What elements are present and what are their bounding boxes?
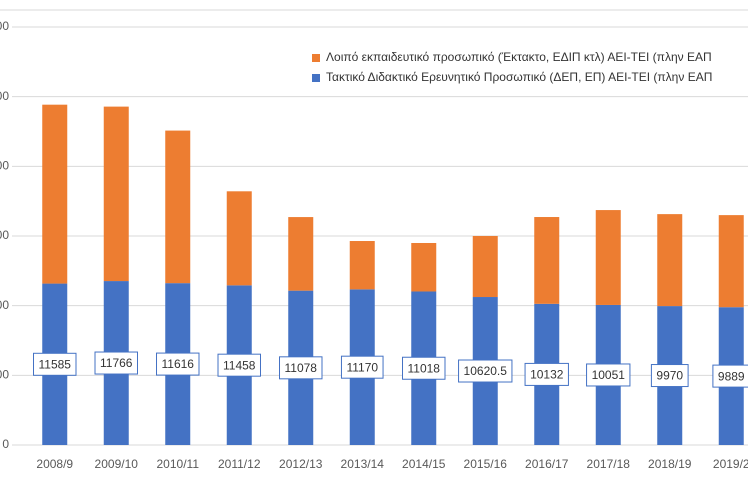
- bar-segment: [288, 217, 314, 291]
- x-tick-label: 2008/9: [36, 457, 73, 471]
- x-tick-label: 2019/2: [713, 457, 748, 471]
- value-label: 9889: [718, 369, 745, 383]
- x-tick-label: 2018/19: [648, 457, 692, 471]
- x-tick-label: 2014/15: [402, 457, 446, 471]
- value-label-box: [650, 364, 689, 388]
- value-label: 11585: [39, 357, 72, 371]
- bar-segment: [103, 106, 129, 282]
- bar-segment: [349, 241, 375, 290]
- y-tick-label: 000: [0, 368, 9, 382]
- x-tick-label: 2009/10: [95, 457, 139, 471]
- x-tick-label: 2017/18: [587, 457, 631, 471]
- value-label-box: [279, 356, 323, 380]
- x-tick-label: 2012/13: [279, 457, 323, 471]
- bar-segment: [595, 210, 621, 305]
- value-label: 11616: [162, 357, 195, 371]
- x-tick-label: 2011/12: [218, 457, 261, 471]
- bar-segment: [657, 214, 683, 307]
- x-tick-label: 2015/16: [464, 457, 508, 471]
- value-label: 11458: [223, 358, 256, 372]
- value-label-box: [94, 351, 138, 375]
- y-tick-label: 000: [0, 298, 9, 312]
- value-label-box: [524, 362, 569, 386]
- value-label-box: [586, 363, 631, 387]
- y-tick-label: 000: [0, 228, 9, 242]
- value-label: 11018: [408, 361, 441, 375]
- y-tick-label: 000: [0, 159, 9, 173]
- legend-swatch: [312, 74, 320, 82]
- value-label-box: [712, 364, 748, 388]
- bar-segment: [165, 130, 191, 284]
- value-label-box: [33, 352, 77, 376]
- bar-segment: [226, 191, 252, 286]
- y-tick-label: 000: [0, 19, 9, 33]
- bar-segment: [472, 235, 498, 298]
- bar-segment: [42, 104, 68, 284]
- value-label-box: [402, 356, 446, 380]
- value-label-box: [217, 353, 261, 377]
- legend-label: Τακτικό Διδακτικό Ερευνητικό Προσωπικό (…: [326, 70, 712, 84]
- value-label-box: [156, 352, 200, 376]
- y-tick-label: 000: [0, 89, 9, 103]
- y-tick-label: 0: [2, 437, 9, 451]
- x-tick-label: 2010/11: [157, 457, 200, 471]
- legend-swatch: [312, 54, 320, 62]
- bar-segment: [718, 215, 744, 308]
- x-tick-label: 2016/17: [525, 457, 569, 471]
- value-label: 11078: [285, 361, 318, 375]
- value-label: 10051: [592, 368, 626, 382]
- value-label: 10620.5: [464, 364, 508, 378]
- value-label-box: [458, 359, 513, 383]
- legend-label: Λοιπό εκπαιδευτικό προσωπικό (Έκτακτο, Ε…: [326, 50, 712, 64]
- x-tick-label: 2013/14: [341, 457, 385, 471]
- value-label: 10132: [530, 368, 564, 382]
- value-label: 9970: [656, 369, 683, 383]
- bar-segment: [534, 217, 560, 304]
- value-label-box: [340, 355, 384, 379]
- value-label: 11766: [100, 356, 133, 370]
- value-label: 11170: [346, 360, 378, 374]
- bar-segment: [411, 242, 437, 292]
